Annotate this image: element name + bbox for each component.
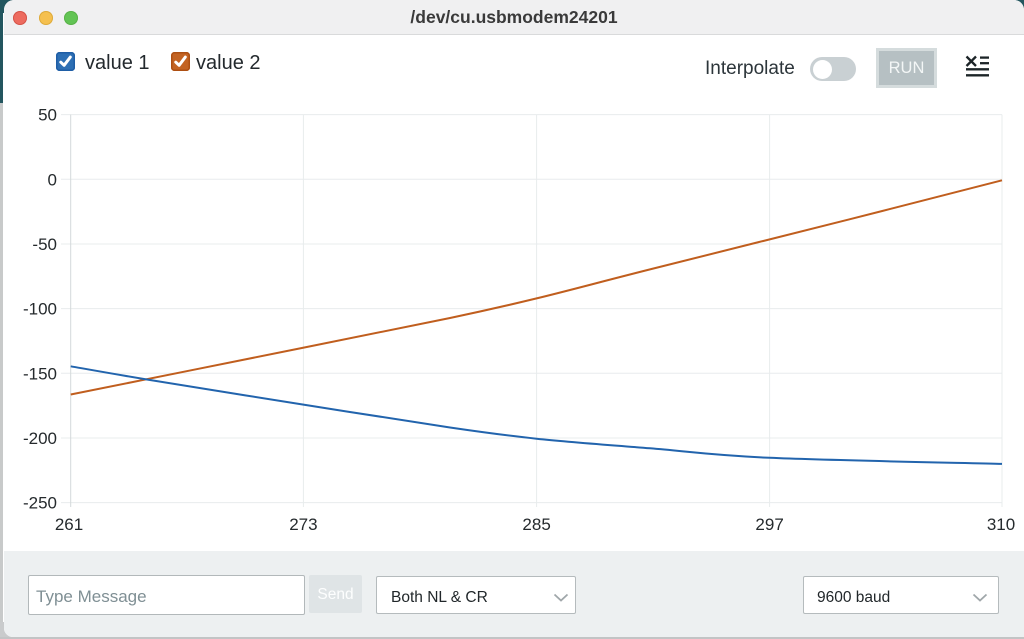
- svg-text:-200: -200: [23, 429, 57, 448]
- svg-text:-50: -50: [32, 235, 57, 254]
- svg-text:261: 261: [55, 515, 83, 534]
- svg-text:-150: -150: [23, 364, 57, 383]
- svg-text:-250: -250: [23, 494, 57, 513]
- svg-text:297: 297: [755, 515, 783, 534]
- svg-text:-100: -100: [23, 300, 57, 319]
- svg-text:0: 0: [48, 170, 57, 189]
- svg-text:50: 50: [38, 106, 57, 125]
- svg-text:310: 310: [987, 515, 1015, 534]
- svg-text:285: 285: [522, 515, 550, 534]
- svg-text:273: 273: [289, 515, 317, 534]
